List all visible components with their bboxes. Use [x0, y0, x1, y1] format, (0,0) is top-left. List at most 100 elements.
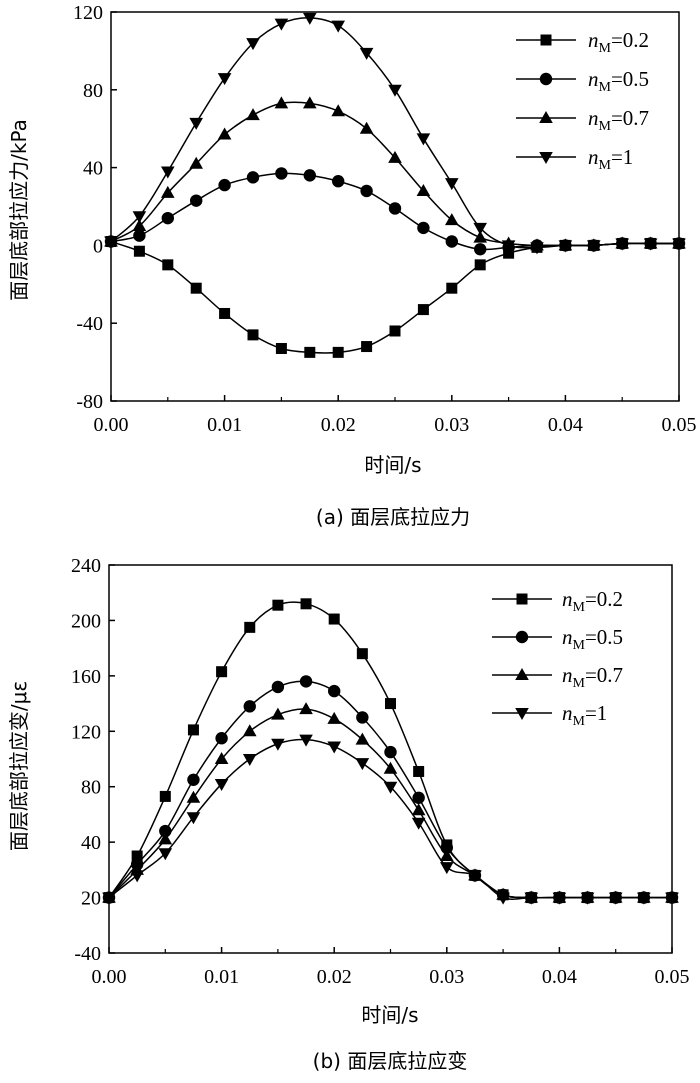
chart-a-ytick-label: 80 — [83, 80, 103, 102]
chart-b-series-2-point — [242, 724, 257, 737]
chart-a-series-2-point — [359, 121, 374, 134]
chart-a-series-2-point — [303, 96, 317, 109]
chart-b-xtick-label: 0.02 — [317, 966, 352, 988]
chart-a-series-2-point — [331, 104, 345, 117]
chart-a-series-0-point — [474, 259, 486, 271]
chart-a-caption: (a) 面层底拉应力 — [316, 505, 470, 529]
chart-a-series-1-point — [133, 229, 146, 242]
chart-a-series-2-point — [473, 230, 487, 243]
chart-a-series-3-point — [587, 240, 601, 253]
chart-a-series-2-point — [274, 96, 289, 109]
chart-a-xtick-label: 0.00 — [94, 414, 129, 436]
chart-a-series-2-point — [416, 183, 431, 196]
chart-b-series-1-point — [271, 680, 285, 694]
chart-b-caption: (b) 面层底拉应变 — [313, 1049, 468, 1073]
chart-b-series-2-point — [440, 849, 454, 861]
chart-b-series-1-point — [328, 684, 341, 698]
chart-b-legend-marker-3 — [515, 708, 529, 720]
chart-a-series-1-point — [445, 235, 458, 248]
chart-b-series-3-point — [327, 741, 341, 754]
chart-b-series-1-point — [384, 745, 397, 759]
chart-b-series-3-point — [608, 892, 623, 905]
chart-a-xtick-label: 0.02 — [321, 414, 356, 436]
chart-a-series-3-point — [189, 117, 203, 130]
chart-a-ytick-label: -80 — [76, 391, 103, 413]
chart-a-series-1-point — [190, 194, 203, 207]
chart-a-series-3-point — [274, 18, 289, 31]
chart-b-series-0-point — [159, 790, 171, 802]
chart-a-series-0-point — [332, 346, 344, 358]
chart-a-xlabel: 时间/s — [364, 453, 421, 477]
chart-a-series-0-point — [162, 259, 174, 271]
chart-a-xtick-label: 0.01 — [207, 414, 242, 436]
chart-a-series-2-point — [189, 156, 203, 169]
chart-b-ticks: -40 20 40 80 120 160 200 240 0.00 0.01 0.02 0.03 0.0… — [71, 555, 690, 988]
chart-a-series-3-point — [643, 238, 658, 251]
chart-a-ticks: -80 -40 0 40 80 120 0.00 0.01 0.02 0.03 0.04 0.05 — [73, 2, 697, 436]
chart-a-series-1-point — [360, 184, 373, 198]
chart-b-legend: nM=0.2 nM=0.5 nM=0.7 nM=1 — [492, 587, 623, 729]
chart-b-series-1-point — [187, 773, 200, 786]
chart-a-series-0-point — [247, 329, 259, 341]
chart-b-series-3-point — [524, 892, 539, 905]
chart-a-series-3-point — [331, 20, 345, 33]
chart-a-series-0-point — [417, 304, 429, 316]
chart-a-legend-marker-1 — [539, 72, 553, 86]
chart-a-legend: nM=0.2 nM=0.5 nM=0.7 nM=1 — [516, 28, 649, 173]
chart-a-series-0-point — [190, 282, 202, 294]
chart-b-series-0-point — [187, 724, 199, 736]
chart-b-series-2-point — [214, 752, 229, 764]
chart-a-xtick-label: 0.04 — [548, 414, 583, 436]
chart-a-legend-marker-2 — [539, 111, 553, 123]
chart-b-series-3-point — [299, 734, 313, 747]
chart-a-series-0-point — [389, 325, 401, 337]
chart-a-series-3-point — [473, 222, 487, 235]
chart-a-series-1-point — [417, 221, 430, 235]
chart-b-series-2-line — [108, 708, 672, 899]
chart-b-series-3-point — [580, 892, 595, 905]
chart-a-series-1-point — [474, 243, 487, 256]
chart-a-series-2-point — [161, 185, 175, 198]
chart-a-series-3-point — [217, 73, 232, 86]
chart-b-xtick-label: 0.00 — [92, 966, 127, 988]
chart-b-series-0-point — [131, 850, 143, 862]
chart-b-series-0-point — [272, 599, 284, 611]
chart-b-series-0-point — [328, 613, 340, 625]
chart-b-series-3-point — [440, 862, 454, 875]
chart-a-series-3-point — [558, 240, 573, 253]
chart-a-legend-label-2: nM=0.7 — [588, 106, 649, 134]
chart-b-series-1-point — [356, 711, 369, 724]
chart-b-series-3-point — [214, 778, 229, 791]
chart-a-series-2-point — [217, 127, 232, 140]
chart-b-series-3-point — [102, 892, 116, 905]
chart-b: -40 20 40 80 120 160 200 240 0.00 0.01 0.02 0.03 0.0… — [7, 555, 690, 1073]
chart-b-legend-label-0: nM=0.2 — [562, 587, 623, 615]
chart-a-legend-label-3: nM=1 — [588, 145, 633, 173]
chart-b-series-2-point — [299, 702, 313, 715]
chart-b-series-0-point — [216, 666, 228, 678]
chart-a-series-2-point — [246, 108, 260, 121]
chart-b-series-3-point — [271, 738, 285, 751]
chart-a-ylabel: 面层底部拉应力/kPa — [7, 119, 31, 301]
chart-a-series-3-point — [416, 133, 431, 146]
chart-b-ytick-label: 160 — [71, 666, 101, 688]
chart-b-xtick-label: 0.01 — [204, 966, 239, 988]
chart-b-ytick-label: 200 — [71, 610, 101, 632]
chart-a-series-2-point — [132, 218, 147, 231]
chart-a: -80 -40 0 40 80 120 0.00 0.01 0.02 0.03 0.04 0.05 n… — [7, 2, 697, 529]
chart-b-series-3-point — [186, 812, 201, 825]
chart-a-series-1-point — [275, 167, 288, 180]
chart-b-series-3-point — [637, 892, 651, 905]
chart-a-series-3-point — [388, 84, 402, 97]
chart-a-legend-label-0: nM=0.2 — [588, 28, 649, 56]
chart-a-series-1-point — [161, 211, 174, 225]
chart-b-ytick-label: 20 — [81, 888, 101, 910]
chart-a-series-0-point — [133, 245, 145, 257]
chart-a-series-0-point — [446, 282, 458, 294]
chart-a-series-2-point — [388, 150, 402, 163]
chart-b-series-3-point — [242, 754, 257, 766]
chart-a-series-1-point — [332, 175, 345, 188]
chart-b-series-2-point — [271, 707, 285, 720]
chart-a-ytick-label: 0 — [93, 235, 103, 257]
chart-a-series-1-point — [388, 202, 402, 215]
